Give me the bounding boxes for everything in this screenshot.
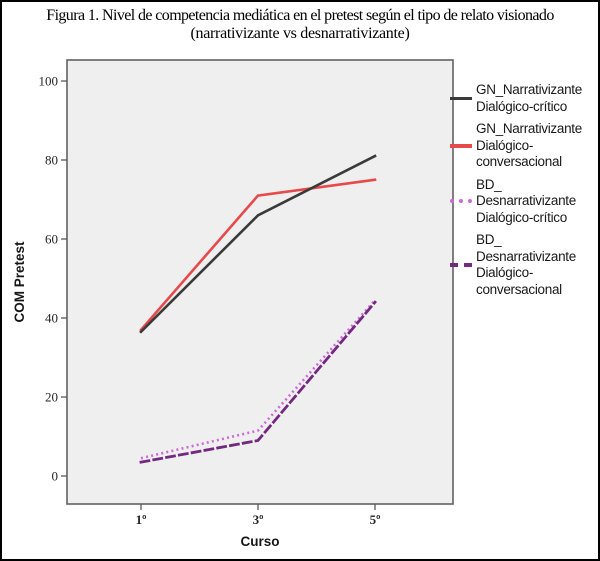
x-axis-tick-label: 1º <box>136 512 147 527</box>
x-axis-tick-label: 3º <box>253 512 264 527</box>
legend-line-sample-dashed-icon <box>450 263 472 267</box>
legend-item: GN_Narrativizante Dialógico-crítico <box>450 82 598 115</box>
legend-item: GN_Narrativizante Dialógico-conversaciona… <box>450 121 598 171</box>
chart-title: Figura 1. Nivel de competencia mediática… <box>46 7 554 24</box>
title-block: Figura 1. Nivel de competencia mediática… <box>2 7 598 43</box>
legend-label: BD_ Desnarrativizante Dialógico-conversaci… <box>476 232 576 297</box>
y-axis-tick-label: 80 <box>45 153 58 168</box>
plot-area <box>66 59 454 505</box>
series-line-2 <box>140 299 376 460</box>
legend-line-sample-solid-icon <box>450 143 472 148</box>
series-line-0 <box>139 154 377 334</box>
legend-label: GN_Narrativizante Dialógico-crítico <box>476 82 582 114</box>
series-line-1 <box>139 178 377 332</box>
legend-item: BD_ Desnarrativizante Dialógico-conversaci… <box>450 232 598 298</box>
legend-line-sample-solid-icon <box>450 97 472 100</box>
series-line-3 <box>139 300 377 464</box>
x-axis-tick-label: 5º <box>370 512 381 527</box>
chart-subtitle: (narrativizante vs desnarrativizante) <box>190 25 410 42</box>
y-axis-tick-label: 100 <box>39 74 59 89</box>
legend-item: BD_ Desnarrativizante Dialógico-crítico <box>450 176 598 227</box>
y-axis-tick-label: 40 <box>45 311 58 326</box>
y-axis-title: COM Pretest <box>12 241 27 323</box>
chart-legend: GN_Narrativizante Dialógico-crítico GN_Nar… <box>450 82 598 298</box>
line-chart-plot: 0 20 40 60 80 100 1º 3º 5º Curso COM Pretest <box>12 59 454 549</box>
legend-line-sample-dotted-icon <box>450 199 472 204</box>
y-axis-tick-label: 0 <box>52 469 59 484</box>
x-axis-title: Curso <box>240 534 279 549</box>
legend-label: GN_Narrativizante Dialógico-conversaciona… <box>476 121 582 169</box>
y-axis-tick-label: 60 <box>45 232 58 247</box>
y-axis-tick-label: 20 <box>45 390 58 405</box>
legend-label: BD_ Desnarrativizante Dialógico-crítico <box>476 176 576 225</box>
